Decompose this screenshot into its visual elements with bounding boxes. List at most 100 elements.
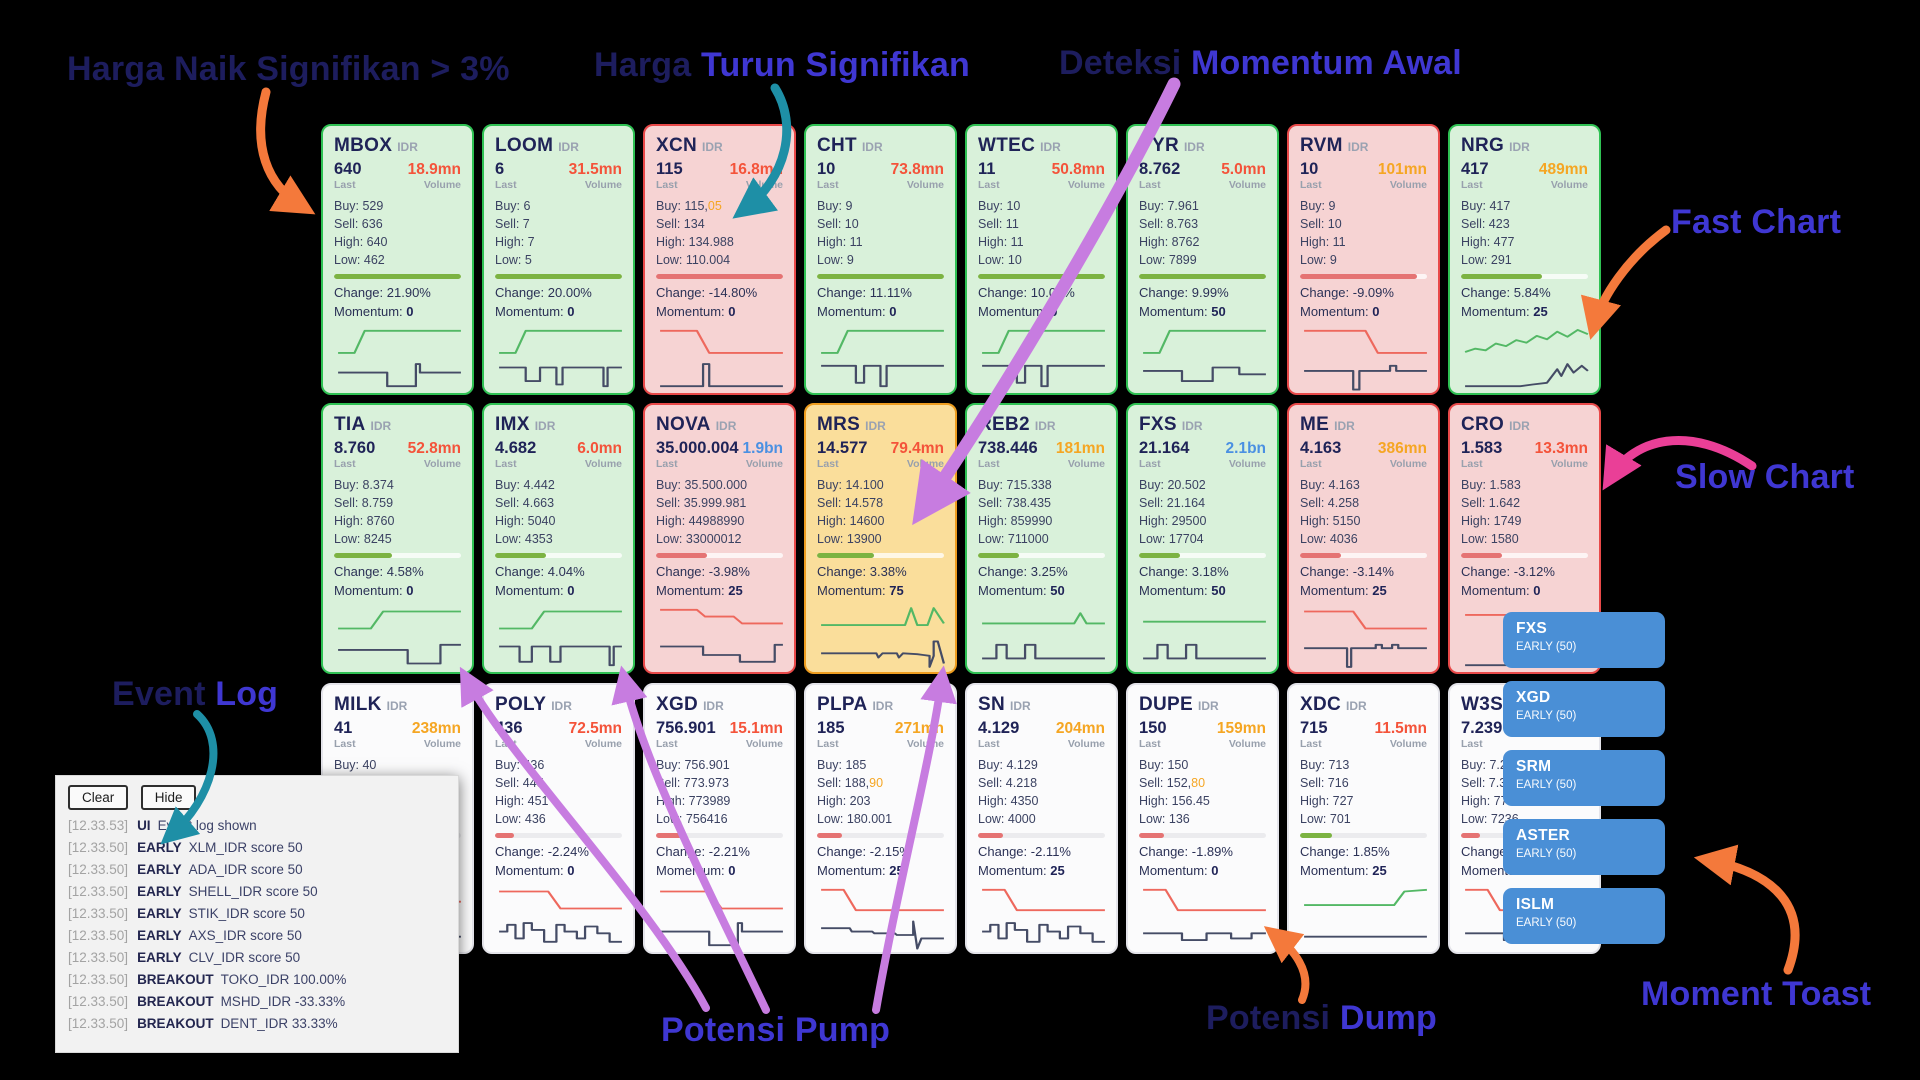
stat-sell: Sell: 152,80 xyxy=(1139,776,1206,790)
coin-card-NOVA[interactable]: NOVA IDR 35.000.004 1.9bn Last Volume Buy: 35.… xyxy=(643,403,796,674)
last-label: Last xyxy=(495,179,517,191)
coin-card-WTEC[interactable]: WTEC IDR 11 50.8mn Last Volume Buy: 10 Sell: 11… xyxy=(965,124,1118,395)
slow-sparkline xyxy=(1143,366,1266,383)
log-message: TOKO_IDR 100.00% xyxy=(220,972,347,987)
coin-card-IMX[interactable]: IMX IDR 4.682 6.0mn Last Volume Buy: 4.442 Sell… xyxy=(482,403,635,674)
stat-high: High: 773989 xyxy=(656,794,731,808)
last-label: Last xyxy=(1139,738,1161,750)
stat-buy: Buy: 436 xyxy=(495,758,545,772)
log-entry: [12.33.50] EARLY ADA_IDR score 50 xyxy=(68,862,446,884)
stat-low: Low: 711000 xyxy=(978,532,1049,546)
coin-card-POLY[interactable]: POLY IDR 436 72.5mn Last Volume Buy: 436 Sell: … xyxy=(482,683,635,954)
change-label: Change: -2.15% xyxy=(817,844,911,859)
volume-label: Volume xyxy=(1389,738,1427,750)
volume-value: 159mn xyxy=(1216,720,1266,737)
momentum-value: 25 xyxy=(1372,863,1387,878)
coin-card-REB2[interactable]: REB2 IDR 738.446 181mn Last Volume Buy: 715.33… xyxy=(965,403,1118,674)
volume-value: 52.8mn xyxy=(407,440,461,457)
hide-log-button[interactable]: Hide xyxy=(140,785,197,810)
momentum-label: Momentum: 0 xyxy=(1300,304,1380,319)
log-tag: EARLY xyxy=(137,950,182,965)
coin-card-MRS[interactable]: MRS IDR 14.577 79.4mn Last Volume Buy: 14.100 S… xyxy=(804,403,957,674)
coin-card-SN[interactable]: SN IDR 4.129 204mn Last Volume Buy: 4.129 Sell:… xyxy=(965,683,1118,954)
event-log-header: Clear Hide xyxy=(56,776,458,816)
momentum-toast-ASTER[interactable]: ASTER EARLY (50) xyxy=(1503,819,1665,875)
coin-card-LOOM[interactable]: LOOM IDR 6 31.5mn Last Volume Buy: 6 Sell: 7 Hig… xyxy=(482,124,635,395)
event-log-entries[interactable]: [12.33.53] UI Event log shown [12.33.50] EAR… xyxy=(56,816,458,1040)
coin-card-NRG[interactable]: NRG IDR 417 489mn Last Volume Buy: 417 Sell: 42… xyxy=(1448,124,1601,395)
range-bar-fill xyxy=(817,274,944,279)
stat-high: High: 44988990 xyxy=(656,514,745,528)
coin-card-TIA[interactable]: TIA IDR 8.760 52.8mn Last Volume Buy: 8.374 Sel… xyxy=(321,403,474,674)
coin-card-MBOX[interactable]: MBOX IDR 640 18.9mn Last Volume Buy: 529 Sell: … xyxy=(321,124,474,395)
momentum-toast-SRM[interactable]: SRM EARLY (50) xyxy=(1503,750,1665,806)
volume-label: Volume xyxy=(1228,738,1266,750)
slow-sparkline xyxy=(1304,935,1427,938)
volume-label: Volume xyxy=(745,458,783,470)
coin-card-XGD[interactable]: XGD IDR 756.901 15.1mn Last Volume Buy: 756.90… xyxy=(643,683,796,954)
momentum-label: Momentum: 0 xyxy=(656,304,736,319)
coin-card-FXS[interactable]: FXS IDR 21.164 2.1bn Last Volume Buy: 20.502 Se… xyxy=(1126,403,1279,674)
volume-value: 101mn xyxy=(1377,161,1427,178)
coin-card-XCN[interactable]: XCN IDR 115 16.8mn Last Volume Buy: 115,05 Sell… xyxy=(643,124,796,395)
stat-low: Low: 9 xyxy=(817,253,854,267)
ticker-label: NOVA xyxy=(656,414,711,435)
stat-low: Low: 33000012 xyxy=(656,532,742,546)
change-label: Change: -2.24% xyxy=(495,844,589,859)
log-time: [12.33.50] xyxy=(68,1016,129,1031)
volume-label: Volume xyxy=(1067,738,1105,750)
stat-sell: Sell: 7 xyxy=(495,217,530,231)
range-bar-fill xyxy=(334,553,393,558)
stat-sell: Sell: 11 xyxy=(978,217,1019,231)
coin-card-ME[interactable]: ME IDR 4.163 386mn Last Volume Buy: 4.163 Sell:… xyxy=(1287,403,1440,674)
log-entry: [12.33.50] EARLY AXS_IDR score 50 xyxy=(68,928,446,950)
annotation-harga-naik: Harga Naik Signifikan > 3% xyxy=(67,50,510,89)
coin-card-CHT[interactable]: CHT IDR 10 73.8mn Last Volume Buy: 9 Sell: 10 Hi… xyxy=(804,124,957,395)
momentum-value: 25 xyxy=(1372,583,1387,598)
fast-sparkline xyxy=(982,888,1105,912)
coin-card-PLPA[interactable]: PLPA IDR 185 271mn Last Volume Buy: 185 Sell: 1… xyxy=(804,683,957,954)
clear-log-button[interactable]: Clear xyxy=(68,785,129,810)
ticker-label: W3S2 xyxy=(1461,694,1514,715)
ticker-label: PLPA xyxy=(817,694,868,715)
momentum-label: Momentum: 50 xyxy=(1139,304,1226,319)
momentum-value: 50 xyxy=(1050,583,1065,598)
volume-value: 50.8mn xyxy=(1051,161,1105,178)
log-message: STIK_IDR score 50 xyxy=(188,906,305,921)
stat-sell: Sell: 4.218 xyxy=(978,776,1038,790)
range-bar xyxy=(817,833,944,838)
stat-buy: Buy: 150 xyxy=(1139,758,1189,772)
momentum-toast-FXS[interactable]: FXS EARLY (50) xyxy=(1503,612,1665,668)
change-label: Change: 20.00% xyxy=(495,285,592,300)
momentum-toast-ISLM[interactable]: ISLM EARLY (50) xyxy=(1503,888,1665,944)
coin-card-XDC[interactable]: XDC IDR 715 11.5mn Last Volume Buy: 713 Sell: 7… xyxy=(1287,683,1440,954)
coin-card-DUPE[interactable]: DUPE IDR 150 159mn Last Volume Buy: 150 Sell: 1… xyxy=(1126,683,1279,954)
ticker-label: ME xyxy=(1300,414,1330,435)
stat-high: High: 29500 xyxy=(1139,514,1207,528)
stat-low: Low: 110.004 xyxy=(656,253,731,267)
log-time: [12.33.50] xyxy=(68,994,129,1009)
fast-sparkline xyxy=(499,329,622,354)
slow-sparkline xyxy=(499,645,622,667)
momentum-value: 0 xyxy=(1211,863,1219,878)
momentum-toast-XGD[interactable]: XGD EARLY (50) xyxy=(1503,681,1665,737)
momentum-label: Momentum: 0 xyxy=(978,304,1058,319)
coin-card-RVM[interactable]: RVM IDR 10 101mn Last Volume Buy: 9 Sell: 10 Hig… xyxy=(1287,124,1440,395)
stat-sell: Sell: 716 xyxy=(1300,776,1349,790)
fast-sparkline xyxy=(338,329,461,354)
log-time: [12.33.50] xyxy=(68,840,129,855)
currency-label: IDR xyxy=(715,419,737,433)
ticker-label: CHT xyxy=(817,135,857,156)
currency-label: IDR xyxy=(702,140,723,154)
momentum-label: Momentum: 0 xyxy=(495,863,575,878)
ticker-label: MBOX xyxy=(334,135,393,156)
volume-label: Volume xyxy=(906,179,944,191)
ticker-label: DUPE xyxy=(1139,694,1193,715)
momentum-value: 50 xyxy=(1211,583,1226,598)
last-label: Last xyxy=(1300,738,1322,750)
annotation-text: Harga xyxy=(594,46,702,84)
last-price: 8.762 xyxy=(1139,160,1181,178)
last-price: 115 xyxy=(656,160,683,178)
stat-sell: Sell: 4.663 xyxy=(495,496,555,510)
coin-card-PYR[interactable]: PYR IDR 8.762 5.0mn Last Volume Buy: 7.961 Sell… xyxy=(1126,124,1279,395)
